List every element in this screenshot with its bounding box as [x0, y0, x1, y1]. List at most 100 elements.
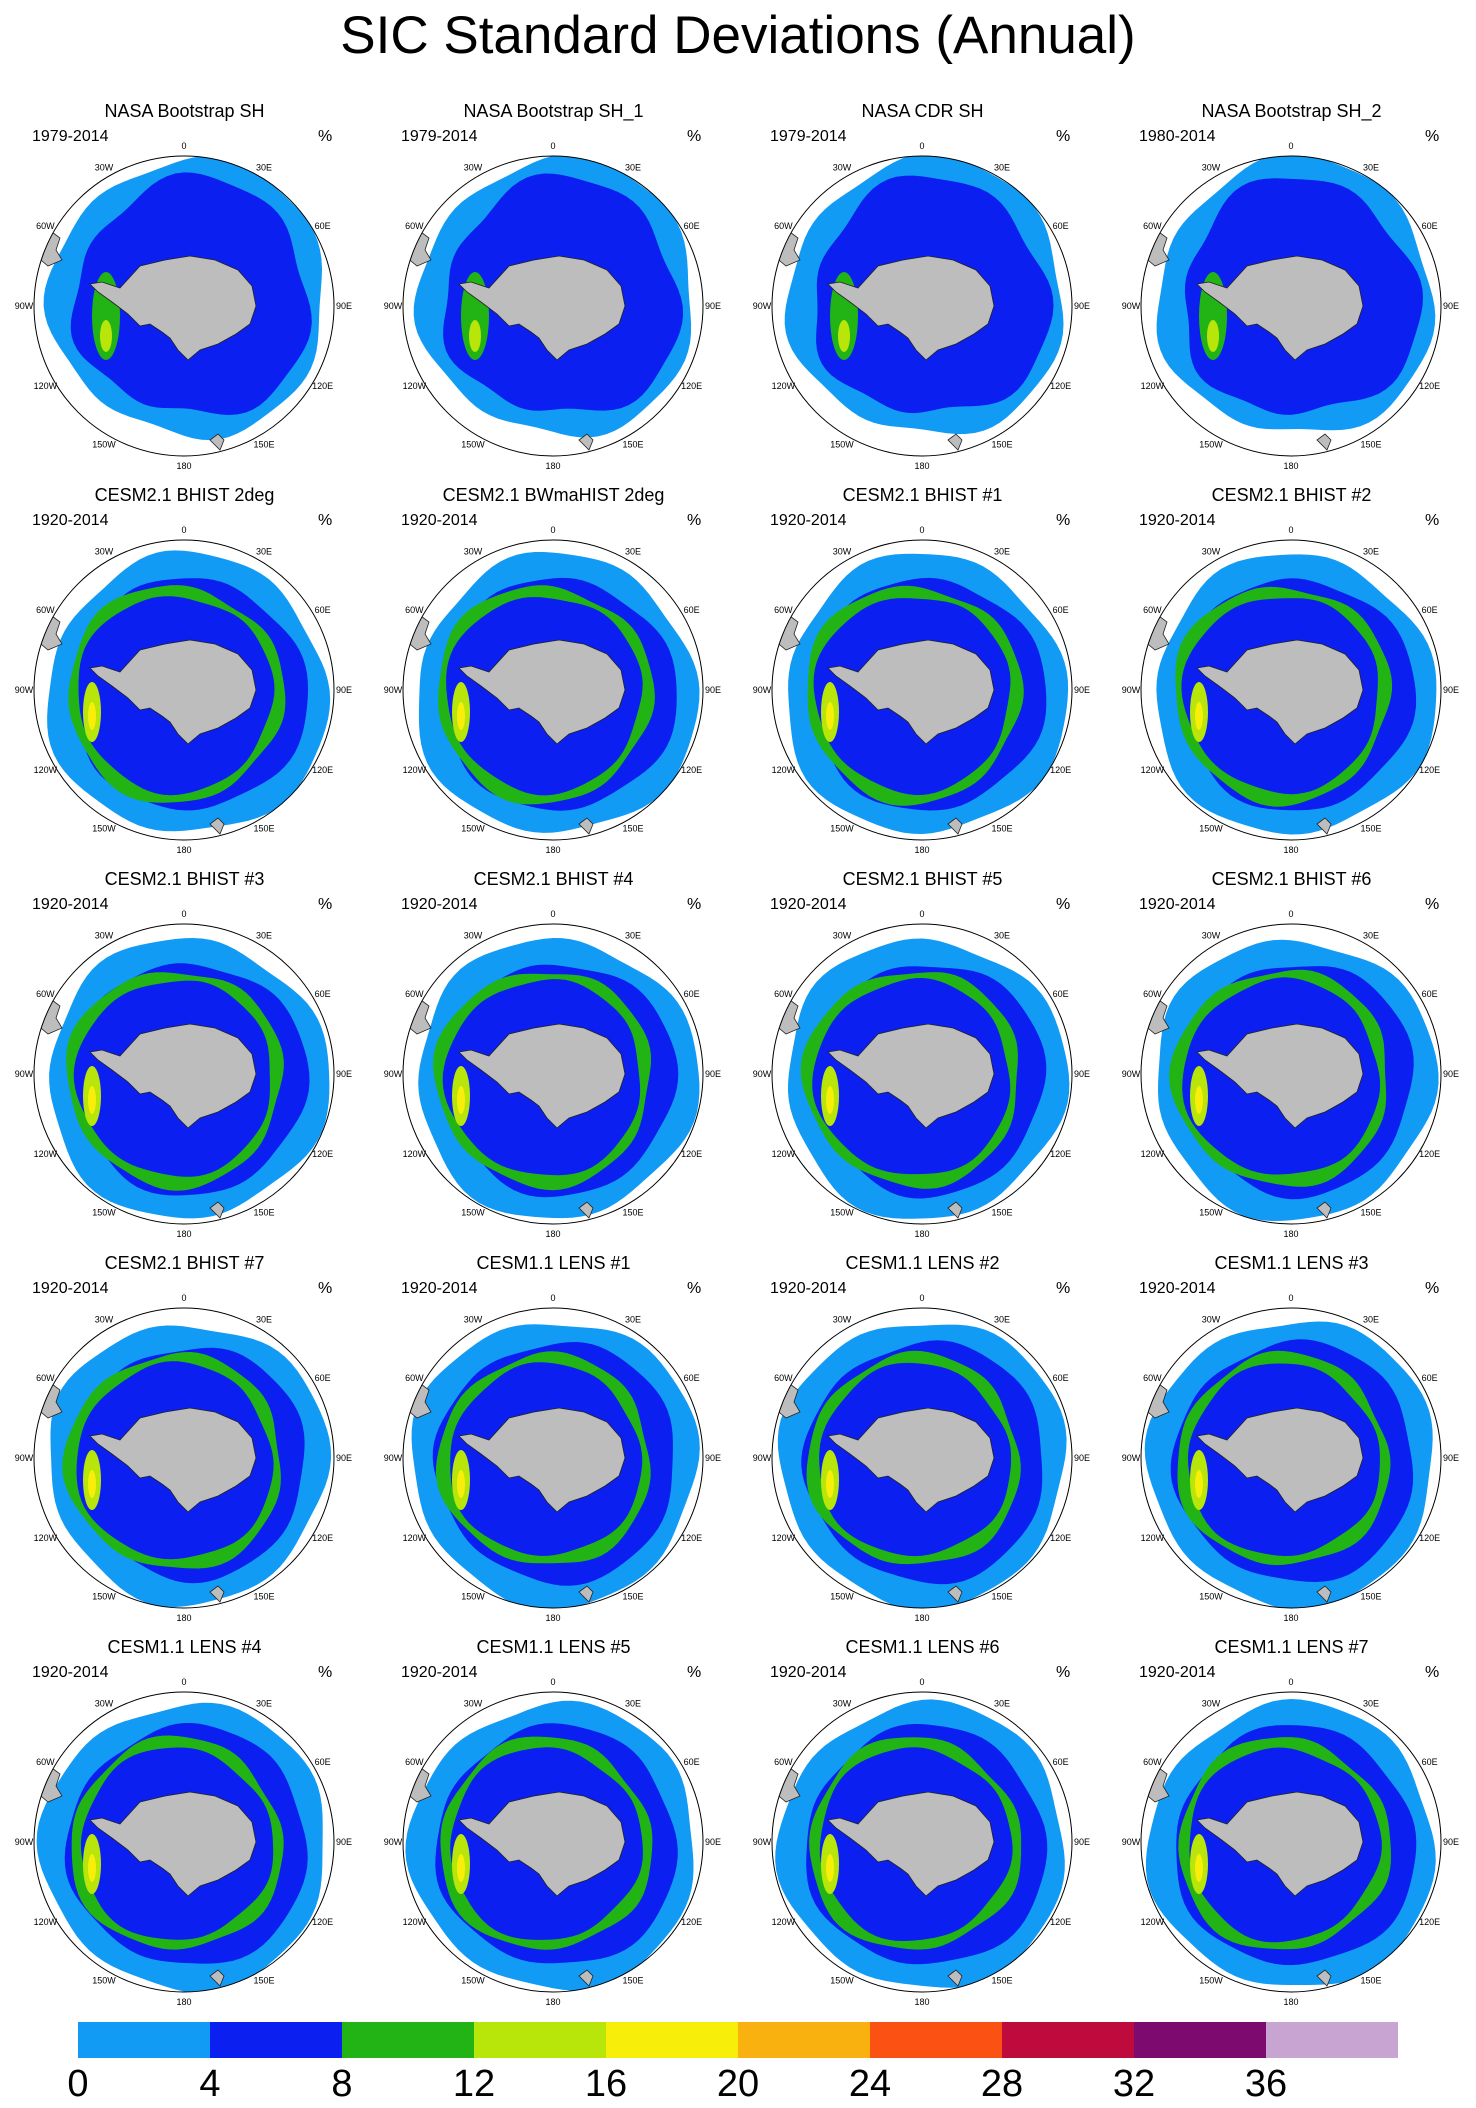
panel-unit: %: [1425, 896, 1440, 913]
map-boundary: [1140, 1307, 1442, 1609]
polar-map: 0 30E 60E 90E 120E 150E 180 150W 120W 90W 60W 30W: [15, 525, 352, 855]
panel-years: 1979-2014: [770, 128, 847, 145]
longitude-label: 90E: [1074, 301, 1090, 311]
panel-years: 1920-2014: [401, 1280, 478, 1297]
panel-unit: %: [318, 128, 333, 145]
longitude-label: 150E: [253, 440, 274, 450]
sic-field-12-16: [469, 320, 481, 352]
longitude-label: 30E: [994, 546, 1010, 556]
longitude-label: 30W: [833, 1314, 852, 1324]
map-panel: CESM2.1 BHIST 2deg 1920-2014% 0 30E 60E 90E 12…: [0, 472, 369, 856]
longitude-label: 30W: [833, 930, 852, 940]
panel-years: 1920-2014: [770, 1664, 847, 1681]
longitude-label: 30W: [464, 546, 483, 556]
longitude-label: 90W: [15, 685, 34, 695]
longitude-label: 0: [919, 909, 924, 919]
map-field: [773, 938, 1070, 1219]
longitude-label: 30E: [994, 1314, 1010, 1324]
longitude-label: 60E: [684, 989, 700, 999]
longitude-label: 90W: [384, 685, 403, 695]
polar-map: 0 30E 60E 90E 120E 150E 180 150W 120W 90W 60W 30W: [15, 1293, 352, 1623]
antarctica-land: [1196, 255, 1364, 361]
longitude-label: 60E: [684, 605, 700, 615]
map-boundary: [402, 923, 704, 1225]
map-boundary: [402, 1691, 704, 1993]
map-boundary: [402, 539, 704, 841]
longitude-label: 90W: [1122, 1069, 1141, 1079]
longitude-label: 0: [919, 1677, 924, 1687]
antarctica-land: [89, 1407, 257, 1513]
sic-field-16-20: [88, 1086, 96, 1114]
polar-map: 0 30E 60E 90E 120E 150E 180 150W 120W 90W 60W 30W: [384, 141, 721, 471]
map-field: [1142, 1699, 1436, 1987]
colorbar-tick-label: 4: [199, 2063, 221, 2105]
longitude-label: 30E: [1363, 1314, 1379, 1324]
sic-field-12-16: [1207, 320, 1219, 352]
longitude-label: 150W: [830, 1208, 854, 1218]
longitude-label: 90E: [705, 1453, 721, 1463]
longitude-label: 120W: [1141, 765, 1165, 775]
longitude-label: 120E: [681, 765, 702, 775]
map-field: [35, 1325, 332, 1608]
longitude-label: 90E: [336, 1837, 352, 1847]
longitude-label: 30E: [625, 1314, 641, 1324]
map-panel: CESM2.1 BHIST #4 1920-2014% 0 30E 60E 90E 120E…: [369, 856, 738, 1240]
longitude-label: 60E: [315, 989, 331, 999]
longitude-label: 150W: [830, 824, 854, 834]
longitude-label: 150W: [461, 1976, 485, 1986]
longitude-label: 120E: [312, 1917, 333, 1927]
map-field: [35, 1702, 323, 1992]
polar-map: 0 30E 60E 90E 120E 150E 180 150W 120W 90W 60W 30W: [384, 1293, 721, 1623]
map-panel: CESM2.1 BHIST #5 1920-2014% 0 30E 60E 90E 120E…: [738, 856, 1107, 1240]
panel-unit: %: [318, 1280, 333, 1297]
panel-years: 1920-2014: [770, 512, 847, 529]
map-panel: CESM2.1 BHIST #3 1920-2014% 0 30E 60E 90E 120E…: [0, 856, 369, 1240]
longitude-label: 150E: [253, 1976, 274, 1986]
longitude-label: 30E: [1363, 546, 1379, 556]
panel-unit: %: [1056, 896, 1071, 913]
map-field: [35, 156, 322, 451]
panel-years: 1920-2014: [401, 512, 478, 529]
panel-years: 1920-2014: [1139, 1664, 1216, 1681]
antarctica-land: [1196, 1791, 1364, 1897]
polar-map: 0 30E 60E 90E 120E 150E 180 150W 120W 90W 60W 30W: [384, 909, 721, 1239]
map-field: [35, 938, 330, 1219]
longitude-label: 0: [550, 1293, 555, 1303]
new-zealand-land: [578, 817, 594, 835]
map-boundary: [771, 155, 1073, 457]
new-zealand-land: [947, 1969, 963, 1987]
longitude-label: 60E: [1422, 989, 1438, 999]
panel-years: 1979-2014: [32, 128, 109, 145]
antarctica-land: [1196, 639, 1364, 745]
longitude-label: 150W: [1199, 1208, 1223, 1218]
longitude-label: 30W: [464, 930, 483, 940]
map-field: [404, 552, 700, 835]
map-field: [404, 1324, 700, 1608]
panel-years: 1920-2014: [401, 1664, 478, 1681]
longitude-label: 90E: [1074, 1837, 1090, 1847]
longitude-label: 120E: [1050, 381, 1071, 391]
map-boundary: [33, 1307, 335, 1609]
new-zealand-land: [1316, 1969, 1332, 1987]
longitude-label: 120W: [34, 765, 58, 775]
longitude-label: 60W: [405, 989, 424, 999]
longitude-label: 60W: [36, 221, 55, 231]
longitude-label: 30W: [1202, 1314, 1221, 1324]
antarctica-land: [458, 639, 626, 745]
map-field: [773, 1324, 1067, 1608]
new-zealand-land: [578, 433, 594, 451]
longitude-label: 90E: [1443, 685, 1459, 695]
south-america-land: [1142, 231, 1170, 267]
longitude-label: 30W: [95, 1698, 114, 1708]
panel-unit: %: [1056, 512, 1071, 529]
polar-map: 0 30E 60E 90E 120E 150E 180 150W 120W 90W 60W 30W: [15, 909, 352, 1239]
map-boundary: [402, 1307, 704, 1609]
map-boundary: [33, 923, 335, 1225]
colorbar-tick-label: 16: [584, 2063, 628, 2105]
longitude-label: 120W: [1141, 381, 1165, 391]
longitude-label: 60W: [774, 1757, 793, 1767]
map-panel: CESM1.1 LENS #4 1920-2014% 0 30E 60E 90E 120E 1…: [0, 1624, 369, 2008]
longitude-label: 120E: [312, 1533, 333, 1543]
longitude-label: 180: [1283, 1613, 1298, 1623]
longitude-label: 90W: [1122, 1837, 1141, 1847]
